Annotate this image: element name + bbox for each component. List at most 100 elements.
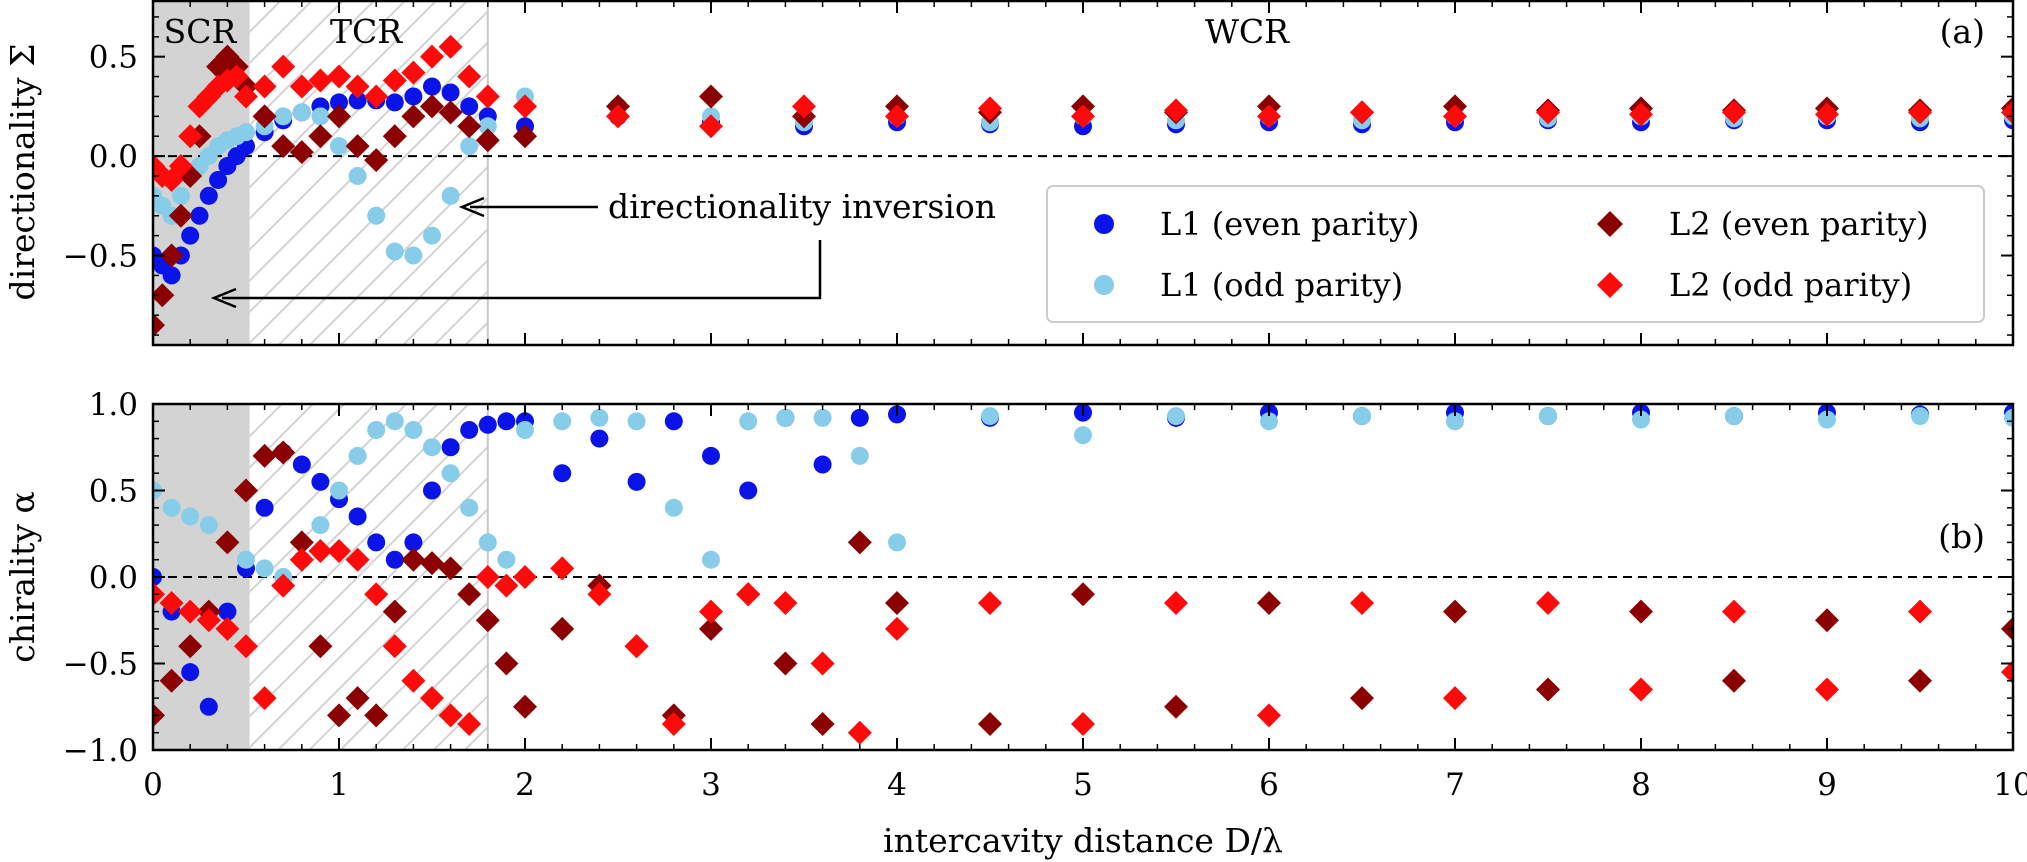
point-l1-odd-parity-b-2 — [181, 507, 200, 526]
point-l2-odd-parity-a-27 — [792, 94, 816, 119]
point-l1-even-parity-b-4 — [218, 602, 237, 621]
annotation-arrowhead-upper — [458, 196, 485, 218]
point-l2-even-parity-a-26 — [699, 84, 723, 109]
point-l2-even-parity-b-27 — [773, 651, 798, 676]
point-l1-even-parity-a-2 — [162, 266, 181, 285]
point-l2-odd-parity-a-38 — [1815, 102, 1839, 127]
x-tick-label-1: 1 — [329, 767, 349, 803]
point-l2-odd-parity-b-14 — [401, 668, 426, 693]
x-tick-label-2: 2 — [515, 767, 535, 803]
point-l2-even-parity-a-15 — [327, 104, 351, 129]
point-l1-odd-parity-b-15 — [423, 438, 441, 457]
point-l1-odd-parity-b-34 — [1260, 412, 1278, 431]
point-l1-odd-parity-a-10 — [237, 123, 255, 142]
point-l1-even-parity-a-19 — [404, 87, 423, 106]
point-l2-even-parity-b-7 — [271, 440, 296, 465]
point-l2-odd-parity-a-26 — [699, 114, 723, 139]
point-l2-even-parity-a-19 — [401, 104, 426, 129]
point-l2-even-parity-a-2 — [159, 243, 184, 268]
point-l2-even-parity-a-14 — [308, 124, 333, 149]
panel-label-a: (a) — [1940, 12, 1985, 51]
point-l1-odd-parity-b-10 — [330, 481, 348, 500]
point-l2-odd-parity-b-42 — [2001, 660, 2013, 685]
point-l2-odd-parity-a-40 — [2001, 100, 2013, 125]
x-tick-label-10: 10 — [1993, 767, 2027, 803]
point-l1-even-parity-a-4 — [181, 226, 200, 245]
point-l1-even-parity-a-18 — [385, 93, 404, 112]
point-l1-even-parity-b-16 — [441, 438, 460, 457]
point-l2-odd-parity-b-16 — [438, 703, 463, 728]
legend-label-l1-even: L1 (even parity) — [1160, 205, 1420, 243]
y-axis-label-b: chirality α — [3, 491, 42, 663]
point-l2-even-parity-a-21 — [438, 100, 463, 125]
point-l2-even-parity-b-19 — [494, 651, 519, 676]
points-a — [153, 34, 2013, 338]
point-l2-odd-parity-a-23 — [475, 84, 500, 109]
y-tick-label-b-3: −0.5 — [63, 647, 138, 683]
point-l2-odd-parity-a-18 — [382, 68, 407, 93]
x-tick-label-3: 3 — [701, 767, 721, 803]
point-l2-even-parity-a-12 — [271, 134, 296, 159]
point-l2-even-parity-b-6 — [252, 443, 277, 468]
x-ticks-b: 0 1 2 3 4 5 6 7 8 9 10 — [143, 404, 2027, 803]
point-l2-even-parity-b-29 — [847, 530, 872, 555]
point-l1-even-parity-b-18 — [478, 415, 497, 434]
point-l1-even-parity-b-26 — [739, 481, 758, 500]
point-l1-even-parity-b-2 — [181, 663, 200, 682]
panel-b: 0 1 2 3 4 5 6 7 8 9 10 1.0 0.5 0.0 −0.5 −1.0 (b) chira… — [3, 387, 2027, 803]
point-l1-even-parity-b-24 — [664, 412, 683, 431]
x-tick-label-7: 7 — [1445, 767, 1465, 803]
point-l2-even-parity-b-28 — [810, 712, 835, 737]
point-l2-even-parity-a-1 — [153, 283, 175, 308]
point-l2-even-parity-b-17 — [457, 582, 482, 607]
point-l2-odd-parity-b-34 — [1257, 703, 1281, 728]
point-l1-even-parity-a-22 — [460, 97, 479, 116]
point-l1-odd-parity-a-13 — [292, 103, 311, 122]
point-l1-odd-parity-b-41 — [1911, 407, 1929, 426]
point-l2-odd-parity-a-32 — [1257, 104, 1281, 129]
point-l2-odd-parity-b-9 — [308, 539, 333, 564]
point-l2-odd-parity-a-33 — [1350, 100, 1374, 125]
point-l1-odd-parity-b-42 — [2004, 408, 2013, 427]
point-l2-even-parity-b-9 — [308, 634, 333, 659]
legend-label-l2-odd: L2 (odd parity) — [1669, 266, 1912, 304]
point-l2-odd-parity-b-7 — [271, 573, 296, 598]
point-l1-even-parity-a-21 — [441, 83, 460, 102]
point-l2-odd-parity-a-10 — [234, 84, 258, 109]
point-l2-odd-parity-a-22 — [457, 64, 482, 89]
point-l1-odd-parity-b-38 — [1632, 410, 1650, 429]
point-l1-odd-parity-b-6 — [255, 559, 274, 578]
point-l2-odd-parity-a-19 — [401, 60, 426, 85]
point-l1-odd-parity-b-28 — [813, 408, 832, 427]
y-axis-label-a: directionality Σ — [3, 44, 42, 301]
y-ticks-a: 0.5 0.0 −0.5 — [63, 16, 2013, 336]
point-l2-odd-parity-b-38 — [1629, 677, 1653, 702]
x-tick-label-6: 6 — [1259, 767, 1279, 803]
point-l2-odd-parity-b-29 — [847, 720, 872, 745]
point-l2-odd-parity-a-37 — [1722, 100, 1746, 125]
point-l1-odd-parity-a-16 — [348, 166, 367, 185]
point-l2-odd-parity-b-6 — [252, 686, 277, 711]
y-tick-label-a-0: 0.5 — [89, 40, 138, 76]
point-l2-odd-parity-b-27 — [773, 590, 798, 615]
point-l2-odd-parity-b-19 — [494, 573, 519, 598]
point-l2-odd-parity-a-11 — [252, 74, 277, 99]
annotation-arrowhead-lower — [210, 287, 237, 309]
point-l2-even-parity-a-16 — [345, 134, 370, 159]
point-l2-odd-parity-a-15 — [327, 64, 351, 89]
point-l1-even-parity-a-5 — [190, 206, 209, 225]
legend-label-l1-odd: L1 (odd parity) — [1160, 266, 1403, 304]
y-tick-label-b-4: −1.0 — [63, 733, 138, 769]
point-l2-odd-parity-a-28 — [885, 104, 909, 129]
point-l1-odd-parity-a-20 — [423, 226, 441, 245]
point-l1-even-parity-b-15 — [423, 481, 441, 500]
point-l1-even-parity-b-9 — [311, 472, 330, 491]
point-l2-odd-parity-b-11 — [345, 547, 370, 572]
point-l1-odd-parity-b-32 — [1074, 426, 1092, 445]
point-l1-odd-parity-a-19 — [404, 246, 423, 265]
point-l2-odd-parity-b-32 — [1071, 712, 1095, 737]
point-l1-odd-parity-a-14 — [311, 107, 330, 126]
point-l1-even-parity-a-6 — [199, 186, 218, 205]
point-l1-odd-parity-b-33 — [1167, 407, 1185, 426]
y-tick-label-b-2: 0.0 — [89, 560, 138, 596]
